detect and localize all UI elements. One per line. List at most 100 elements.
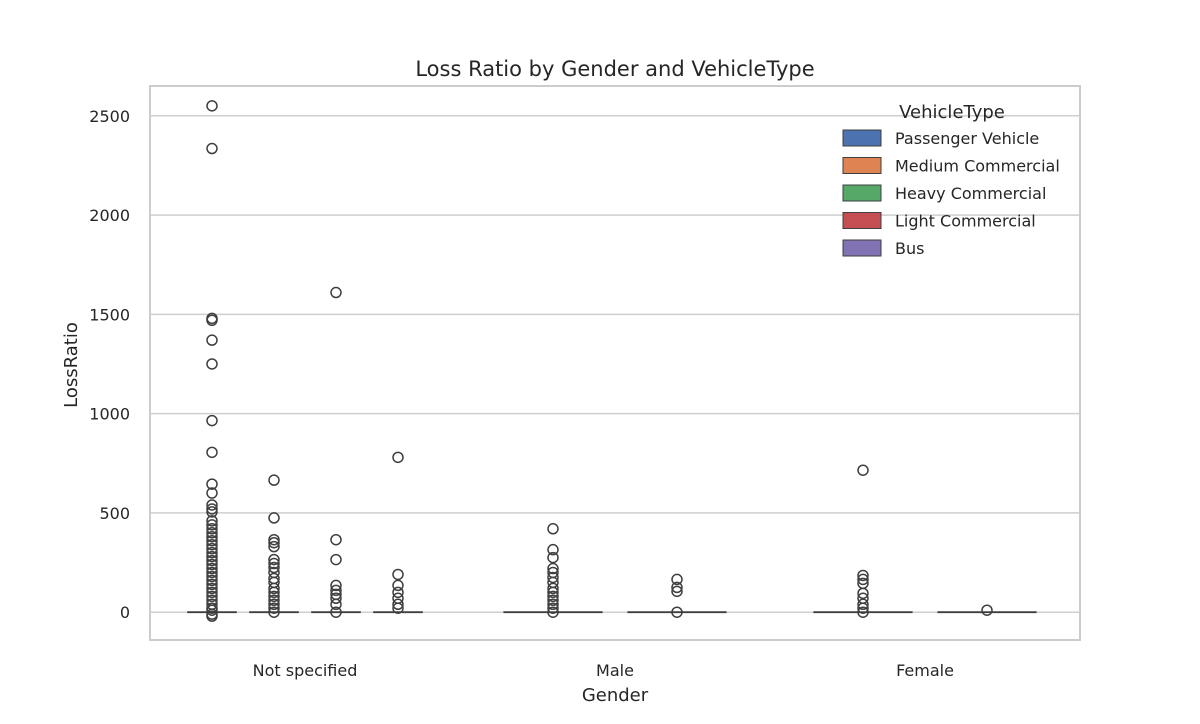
outlier-point — [206, 562, 218, 575]
x-tick-label: Female — [896, 661, 954, 680]
outlier-point — [330, 553, 342, 566]
outlier-point — [206, 582, 218, 595]
outlier-point — [392, 602, 404, 614]
outlier-point — [206, 478, 218, 490]
group-not-specified — [187, 100, 423, 622]
x-tick-label: Male — [596, 661, 634, 680]
outlier-point — [206, 506, 218, 518]
outlier-point — [547, 562, 559, 575]
outlier-point — [268, 512, 280, 524]
outlier-point — [857, 606, 869, 618]
legend-swatch — [842, 157, 882, 174]
outlier-point — [206, 142, 218, 155]
outlier-point — [547, 602, 559, 614]
outlier-point — [671, 606, 683, 618]
outlier-point — [206, 538, 218, 551]
outlier-point — [206, 574, 218, 587]
outlier-point — [857, 573, 869, 586]
outlier-point — [206, 570, 218, 583]
outlier-point — [268, 533, 280, 546]
outlier-point — [268, 561, 280, 574]
outlier-point — [857, 464, 869, 476]
outlier-point — [547, 582, 559, 595]
outlier-point — [857, 602, 869, 614]
y-axis-label: LossRatio — [61, 322, 82, 408]
y-tick-label: 0 — [120, 603, 130, 622]
group-male — [503, 523, 727, 618]
legend-swatch — [842, 129, 882, 147]
x-tick-label: Not specified — [253, 661, 358, 680]
outlier-point — [857, 598, 869, 611]
x-axis-label: Gender — [582, 685, 649, 706]
outlier-point — [206, 519, 218, 531]
outlier-point — [206, 558, 218, 571]
outlier-point — [268, 602, 280, 614]
outlier-point — [206, 586, 218, 599]
outlier-point — [206, 358, 218, 370]
group-female — [813, 464, 1037, 618]
y-tick-label: 500 — [99, 504, 130, 523]
outlier-point — [206, 487, 218, 499]
outlier-point — [547, 586, 559, 599]
y-tick-label: 1000 — [89, 405, 130, 424]
legend-label: Passenger Vehicle — [895, 129, 1039, 148]
outlier-point — [671, 581, 683, 594]
outlier-point — [392, 586, 404, 599]
outlier-point — [206, 314, 218, 327]
outlier-point — [268, 557, 280, 570]
outlier-point — [206, 527, 218, 539]
y-tick-label: 2500 — [89, 107, 130, 126]
outlier-point — [547, 590, 559, 603]
outlier-point — [547, 594, 559, 607]
outlier-point — [268, 582, 280, 595]
outlier-point — [206, 414, 218, 427]
outlier-point — [206, 550, 218, 563]
outlier-point — [981, 604, 993, 616]
legend-swatch — [842, 184, 882, 202]
outlier-point — [392, 568, 404, 581]
outlier-point — [330, 286, 342, 299]
outlier-point — [547, 598, 559, 611]
outlier-point — [330, 584, 342, 597]
legend-swatch — [842, 212, 882, 229]
outlier-point — [330, 606, 342, 618]
outlier-point — [206, 100, 218, 112]
outlier-point — [206, 554, 218, 567]
plot-layer — [187, 100, 1037, 622]
outlier-point — [206, 542, 218, 555]
outlier-point — [268, 474, 280, 486]
outlier-point — [268, 606, 280, 618]
x-axis-ticks: Not specified Male Female — [253, 661, 954, 680]
y-tick-label: 1500 — [89, 305, 130, 324]
outlier-point — [330, 592, 342, 605]
outlier-point — [206, 446, 218, 459]
outlier-point — [268, 536, 280, 549]
outlier-point — [206, 566, 218, 579]
legend-items: Passenger Vehicle Medium Commercial Heavy … — [842, 129, 1060, 258]
outlier-point — [392, 579, 404, 592]
outlier-point — [330, 598, 342, 611]
outlier-point — [206, 334, 218, 346]
legend-label: Medium Commercial — [895, 157, 1060, 176]
outlier-point — [268, 590, 280, 603]
outlier-point — [857, 587, 869, 600]
outlier-point — [671, 585, 683, 598]
legend-label: Heavy Commercial — [895, 184, 1046, 203]
outlier-point — [671, 573, 683, 586]
outlier-point — [206, 610, 218, 622]
outlier-point — [206, 503, 218, 515]
outlier-point — [547, 543, 559, 556]
legend-title: VehicleType — [899, 102, 1005, 123]
legend-label: Bus — [895, 239, 924, 258]
outlier-point — [547, 551, 559, 564]
legend: VehicleType Passenger Vehicle Medium Comm… — [842, 102, 1060, 258]
outlier-point — [206, 499, 218, 511]
outlier-point — [268, 553, 280, 566]
plot-frame — [149, 85, 1081, 641]
outlier-point — [268, 598, 280, 611]
y-tick-label: 2000 — [89, 206, 130, 225]
y-axis-ticks: 0 500 1000 1500 2000 2500 — [89, 107, 130, 622]
outlier-point — [330, 533, 342, 546]
legend-swatch — [842, 239, 882, 257]
